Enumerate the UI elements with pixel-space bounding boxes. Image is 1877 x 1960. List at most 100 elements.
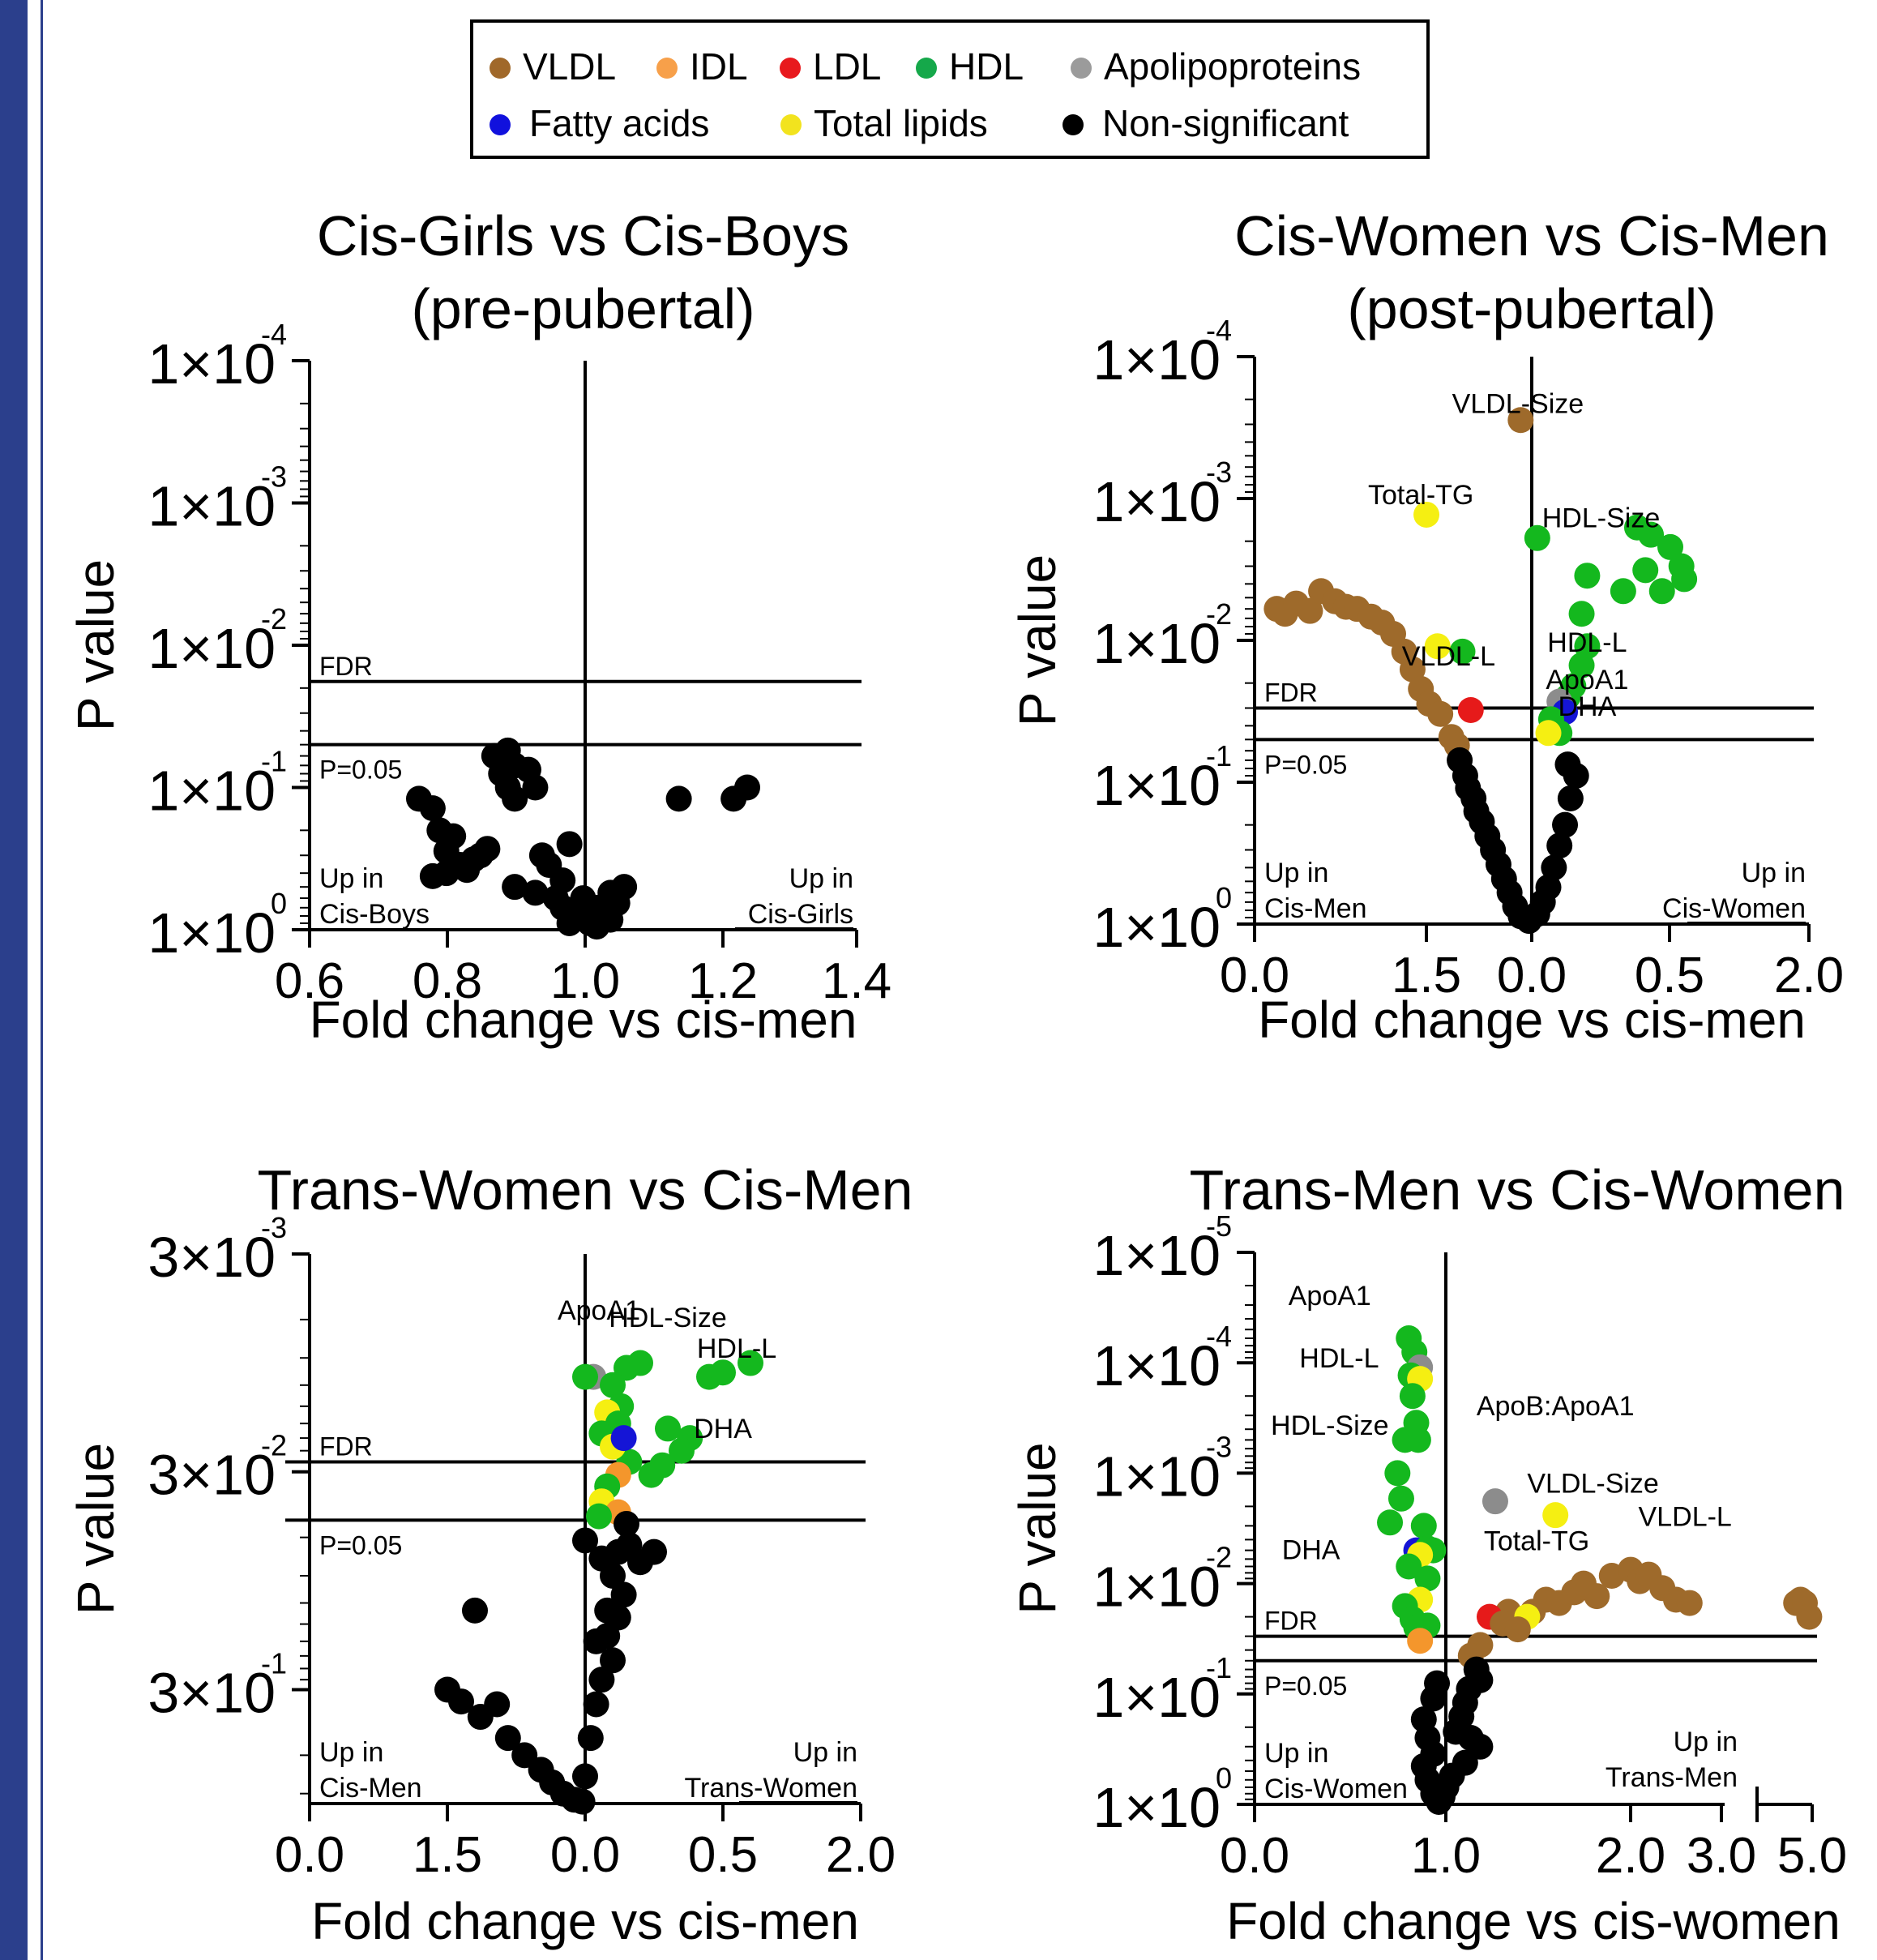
threshold-label: P=0.05	[319, 755, 402, 785]
corner-label-right-2: Trans-Women	[685, 1773, 858, 1804]
y-tick-mantissa: 1×10	[1092, 896, 1221, 959]
annotation-label: DHA	[1558, 691, 1617, 722]
threshold-label: FDR	[1264, 1607, 1318, 1636]
data-point	[1535, 874, 1562, 901]
x-tick-label: 2.0	[826, 1827, 896, 1883]
annotation-label: HDL-L	[1547, 627, 1627, 658]
corner-label-left-2: Cis-Men	[319, 1773, 422, 1804]
y-tick-exponent: -2	[1206, 597, 1232, 631]
chart-title: Cis-Girls vs Cis-Boys	[317, 204, 849, 267]
corner-label-right-1: Up in	[1742, 858, 1806, 888]
y-tick-exponent: 0	[1216, 1761, 1232, 1795]
y-tick-label: 1×10	[1092, 896, 1221, 959]
data-point	[669, 1437, 695, 1464]
y-tick-label: 1×10	[1092, 1776, 1221, 1839]
chart-title: Cis-Women vs Cis-Men	[1234, 204, 1829, 267]
corner-label-left-2: Cis-Men	[1264, 893, 1367, 924]
y-tick-exponent: -2	[1206, 1541, 1232, 1574]
x-tick-label: 0.8	[413, 953, 482, 1009]
data-point	[1557, 785, 1584, 811]
legend-item-idl: IDL	[656, 45, 748, 88]
data-point	[1554, 751, 1581, 778]
data-point	[1648, 578, 1675, 605]
y-tick-exponent: -4	[1206, 314, 1232, 347]
data-point	[572, 1363, 598, 1390]
x-tick-label: 1.0	[550, 953, 620, 1009]
y-tick-label: 1×10	[1092, 1556, 1221, 1619]
corner-label-right-1: Up in	[1674, 1727, 1738, 1757]
y-tick-label: 1×10	[1092, 1666, 1221, 1729]
y-tick-label: 1×10	[1092, 1444, 1221, 1508]
annotation-label: ApoA1	[1546, 665, 1628, 695]
y-tick-exponent: -1	[261, 745, 287, 778]
y-tick-mantissa: 1×10	[148, 332, 276, 396]
corner-label-left-1: Up in	[319, 863, 383, 894]
data-point	[600, 1372, 626, 1398]
legend-label-total-lipids: Total lipids	[814, 102, 988, 144]
legend-label-fatty-acids: Fatty acids	[529, 102, 709, 144]
data-point	[1387, 1485, 1414, 1512]
data-point	[638, 1461, 665, 1488]
legend-label-apolipoproteins: Apolipoproteins	[1104, 45, 1361, 88]
data-point	[577, 1725, 604, 1752]
corner-label-left-2: Cis-Boys	[319, 899, 430, 930]
y-tick-mantissa: 1×10	[1092, 754, 1221, 817]
y-tick-label: 3×10	[148, 1444, 276, 1507]
data-point	[1410, 1513, 1437, 1539]
y-tick-exponent: -3	[1206, 456, 1232, 489]
data-point	[1671, 566, 1698, 593]
data-point	[502, 785, 528, 812]
corner-label-right-1: Up in	[789, 863, 853, 894]
data-point	[572, 1763, 598, 1790]
x-tick-label: 0.0	[1220, 1828, 1289, 1884]
threshold-label: P=0.05	[1264, 1671, 1347, 1701]
y-tick-mantissa: 1×10	[1092, 1556, 1221, 1619]
data-point	[1568, 652, 1595, 678]
data-point	[484, 1691, 511, 1718]
y-tick-mantissa: 3×10	[148, 1226, 276, 1289]
legend-item-total-lipids: Total lipids	[780, 102, 988, 144]
y-tick-label: 1×10	[148, 901, 276, 965]
legend: VLDL IDL LDL HDL Apolipoproteins Fatty a…	[470, 19, 1430, 159]
x-axis-label: Fold change vs cis-men	[1258, 991, 1806, 1049]
data-point	[1541, 854, 1567, 881]
x-tick-label: 0.0	[1497, 948, 1567, 1004]
data-point	[1632, 557, 1659, 584]
data-point	[641, 1538, 667, 1565]
x-axis-label: Fold change vs cis-men	[310, 991, 857, 1049]
y-tick-exponent: -1	[261, 1646, 287, 1680]
legend-marker-total-lipids	[780, 114, 802, 135]
legend-marker-vldl	[490, 58, 511, 79]
y-tick-mantissa: 1×10	[1092, 612, 1221, 675]
y-tick-label: 1×10	[148, 475, 276, 538]
y-tick-label: 1×10	[148, 760, 276, 823]
annotation-label: Total-TG	[1484, 1526, 1589, 1557]
y-tick-mantissa: 3×10	[148, 1661, 276, 1724]
annotation-label: DHA	[694, 1414, 752, 1444]
data-point	[549, 867, 576, 894]
legend-marker-fatty-acids	[490, 114, 511, 135]
annotation-label: HDL-Size	[609, 1303, 726, 1333]
annotation-label: ApoA1	[1289, 1281, 1371, 1312]
y-tick-label: 3×10	[148, 1661, 276, 1724]
x-tick-label: 0.0	[275, 1827, 344, 1883]
legend-marker-idl	[656, 58, 678, 79]
data-point	[1377, 1509, 1404, 1536]
y-axis-label: P value	[1008, 554, 1067, 726]
data-point	[1507, 407, 1534, 434]
x-tick-label: 1.4	[822, 953, 891, 1009]
y-tick-mantissa: 1×10	[1092, 1444, 1221, 1508]
data-point	[1407, 1628, 1434, 1654]
corner-label-right-1: Up in	[793, 1737, 857, 1768]
annotation-label: HDL-L	[1299, 1343, 1379, 1374]
y-tick-mantissa: 1×10	[1092, 1776, 1221, 1839]
data-point	[556, 909, 583, 936]
annotation-label: HDL-Size	[1271, 1410, 1388, 1441]
corner-label-right-2: Trans-Men	[1605, 1762, 1738, 1793]
data-point	[1392, 1427, 1418, 1453]
y-tick-mantissa: 1×10	[1092, 328, 1221, 392]
y-tick-exponent: -4	[261, 318, 287, 351]
y-tick-exponent: -3	[1206, 1430, 1232, 1463]
data-point	[462, 1597, 488, 1624]
